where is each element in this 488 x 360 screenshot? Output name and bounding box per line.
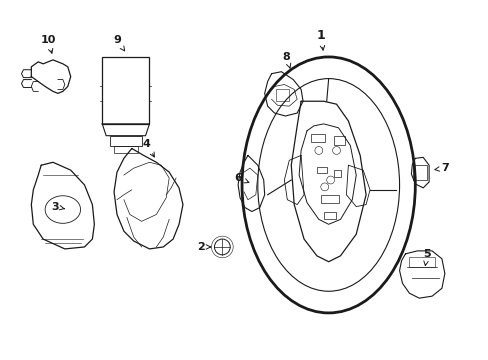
Text: 6: 6: [234, 173, 248, 183]
Text: 9: 9: [113, 35, 124, 51]
Bar: [320, 195, 338, 203]
Bar: [412, 165, 426, 180]
Text: 10: 10: [41, 35, 56, 53]
Bar: [408, 257, 434, 267]
Text: 5: 5: [423, 249, 430, 266]
Text: 1: 1: [316, 29, 325, 50]
Text: 3: 3: [51, 202, 64, 212]
Bar: [310, 134, 324, 141]
Bar: [333, 170, 341, 177]
Text: 7: 7: [434, 163, 448, 173]
Text: 4: 4: [142, 139, 154, 157]
Bar: [323, 212, 335, 219]
Bar: [110, 136, 142, 145]
Text: 8: 8: [282, 52, 290, 68]
Bar: [275, 89, 289, 101]
Text: 2: 2: [196, 242, 210, 252]
Bar: [102, 57, 149, 124]
Bar: [316, 167, 326, 173]
Bar: [114, 145, 138, 153]
Bar: [333, 136, 345, 145]
